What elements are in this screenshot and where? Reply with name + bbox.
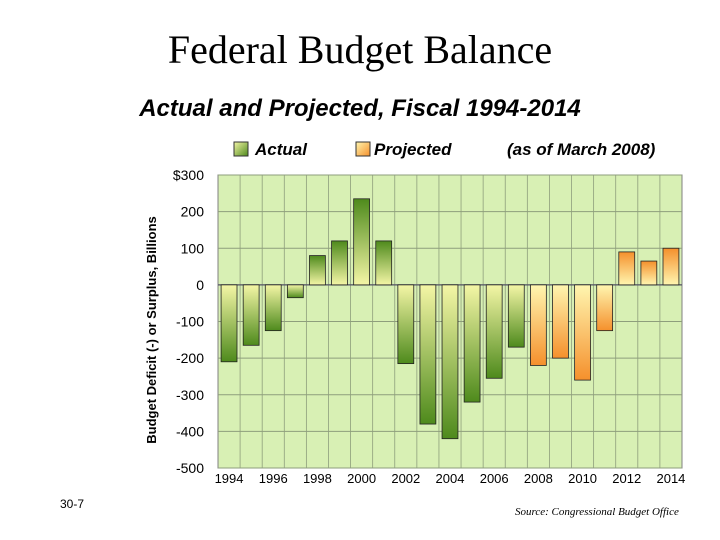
bar-2002-actual	[397, 284, 415, 365]
bar-2007-actual	[507, 284, 525, 348]
slide-title: Federal Budget Balance	[167, 27, 553, 72]
x-tick-label: 2014	[656, 471, 685, 486]
y-tick-label: -300	[176, 387, 204, 403]
bar-2006-actual	[485, 284, 503, 379]
legend-swatch-actual	[233, 141, 249, 157]
y-axis-label: Budget Deficit (-) or Surplus, Billions	[144, 216, 159, 444]
bar-2005-actual	[463, 284, 481, 403]
y-tick-label: $300	[173, 167, 204, 183]
legend-swatch-projected	[355, 141, 371, 157]
bar-1999-actual	[331, 240, 348, 286]
x-tick-label: 2008	[524, 471, 553, 486]
y-tick-label: 100	[181, 240, 205, 256]
bar-1998-actual	[309, 255, 326, 286]
y-tick-label: -100	[176, 314, 204, 330]
x-tick-label: 2002	[391, 471, 420, 486]
bar-2000-actual	[353, 198, 370, 286]
bar-2009-projected	[552, 284, 569, 359]
y-tick-label: -500	[176, 460, 204, 476]
bar-2003-actual	[419, 284, 437, 425]
x-tick-label: 1994	[215, 471, 244, 486]
x-tick-label: 2012	[612, 471, 641, 486]
x-tick-label: 2006	[480, 471, 509, 486]
x-tick-label: 2000	[347, 471, 376, 486]
x-tick-label: 1996	[259, 471, 288, 486]
y-tick-label: -400	[176, 423, 204, 439]
y-tick-label: 0	[196, 277, 204, 293]
bar-1995-actual	[242, 284, 260, 346]
legend-label-actual: Actual	[254, 140, 308, 159]
legend-label-projected: Projected	[374, 140, 452, 159]
bar-2013-projected	[640, 260, 658, 286]
bar-1994-actual	[220, 284, 238, 363]
x-tick-label: 2010	[568, 471, 597, 486]
bar-2011-projected	[596, 284, 614, 332]
bar-2014-projected	[662, 247, 680, 286]
legend-note: (as of March 2008)	[507, 140, 656, 159]
bar-2001-actual	[375, 240, 393, 286]
x-tick-label: 1998	[303, 471, 332, 486]
bar-1996-actual	[264, 284, 282, 332]
bar-2010-projected	[574, 284, 591, 381]
bar-2008-projected	[530, 284, 547, 366]
chart-subtitle: Actual and Projected, Fiscal 1994-2014	[139, 95, 581, 122]
y-tick-label: -200	[176, 350, 204, 366]
source-note: Source: Congressional Budget Office	[515, 506, 679, 518]
chart-legend: Actual Projected (as of March 2008)	[233, 140, 656, 159]
bar-2004-actual	[441, 284, 459, 440]
slide-number: 30-7	[60, 497, 85, 511]
x-tick-label: 2004	[436, 471, 465, 486]
y-tick-label: 200	[181, 204, 205, 220]
bar-1997-actual	[286, 284, 304, 299]
bar-2012-projected	[618, 251, 636, 286]
